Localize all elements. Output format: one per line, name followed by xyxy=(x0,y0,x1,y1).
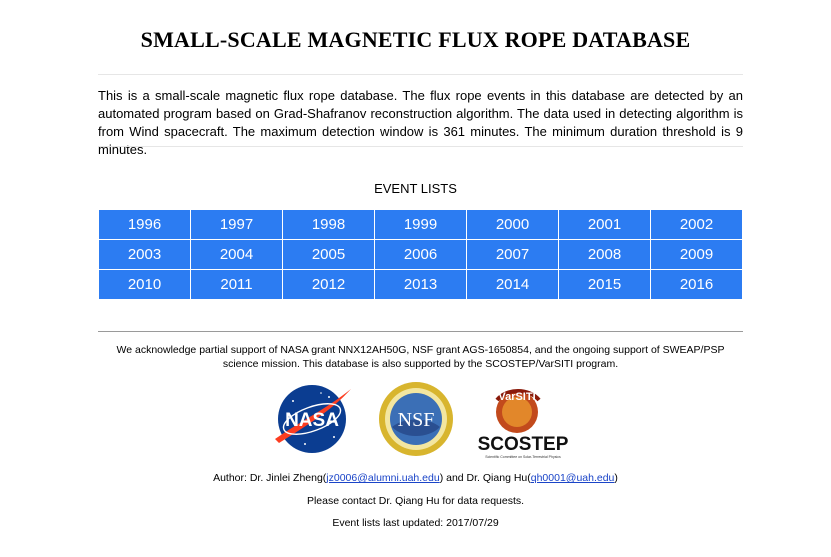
varsiti-logo-text: VarSITI xyxy=(498,391,535,403)
nsf-logo-text: NSF xyxy=(398,409,435,431)
divider-middle xyxy=(98,146,743,147)
event-lists-heading: EVENT LISTS xyxy=(374,181,457,196)
intro-paragraph: This is a small-scale magnetic flux rope… xyxy=(98,88,743,157)
year-link-2013[interactable]: 2013 xyxy=(375,270,466,299)
author-email-link-2[interactable]: qh0001@uah.edu xyxy=(530,472,615,484)
author-prefix: Author: Dr. Jinlei Zheng( xyxy=(213,472,327,484)
year-link-2015[interactable]: 2015 xyxy=(559,270,650,299)
author-suffix: ) xyxy=(614,472,618,484)
year-link-1998[interactable]: 1998 xyxy=(283,210,374,239)
logo-row: NASA NSF VarSITI SCOSTEP Scientific Comm… xyxy=(0,378,831,460)
year-link-2010[interactable]: 2010 xyxy=(99,270,190,299)
varsiti-scostep-logo: VarSITI SCOSTEP Scientific Committee on … xyxy=(478,389,569,459)
author-line: Author: Dr. Jinlei Zheng(jz0006@alumni.u… xyxy=(0,472,831,484)
author-email-link-1[interactable]: jz0006@alumni.uah.edu xyxy=(326,472,440,484)
year-link-2005[interactable]: 2005 xyxy=(283,240,374,269)
year-link-1999[interactable]: 1999 xyxy=(375,210,466,239)
event-lists-table: 1996 1997 1998 1999 2000 2001 2002 2003 2004 2005… xyxy=(99,210,742,299)
year-link-2002[interactable]: 2002 xyxy=(651,210,742,239)
year-link-1996[interactable]: 1996 xyxy=(99,210,190,239)
nasa-logo: NASA xyxy=(275,385,351,453)
acknowledgement-text: We acknowledge partial support of NASA g… xyxy=(116,344,725,370)
divider-top xyxy=(98,74,743,75)
author-middle: ) and Dr. Qiang Hu( xyxy=(439,472,531,484)
contact-text: Please contact Dr. Qiang Hu for data req… xyxy=(306,495,525,507)
year-link-2009[interactable]: 2009 xyxy=(651,240,742,269)
year-link-2008[interactable]: 2008 xyxy=(559,240,650,269)
year-link-2006[interactable]: 2006 xyxy=(375,240,466,269)
last-updated-text: Event lists last updated: 2017/07/29 xyxy=(332,517,499,529)
scostep-logo-subtitle: Scientific Committee on Solar-Terrestria… xyxy=(485,455,561,459)
year-link-2003[interactable]: 2003 xyxy=(99,240,190,269)
year-link-2000[interactable]: 2000 xyxy=(467,210,558,239)
divider-bottom xyxy=(98,331,743,332)
year-link-2012[interactable]: 2012 xyxy=(283,270,374,299)
nsf-logo: NSF xyxy=(379,382,453,456)
page-title: SMALL-SCALE MAGNETIC FLUX ROPE DATABASE xyxy=(140,27,691,52)
nasa-logo-text: NASA xyxy=(285,410,339,431)
year-link-2007[interactable]: 2007 xyxy=(467,240,558,269)
year-link-2004[interactable]: 2004 xyxy=(191,240,282,269)
scostep-logo-text: SCOSTEP xyxy=(478,434,569,455)
year-link-2016[interactable]: 2016 xyxy=(651,270,742,299)
year-link-2014[interactable]: 2014 xyxy=(467,270,558,299)
year-link-1997[interactable]: 1997 xyxy=(191,210,282,239)
year-link-2011[interactable]: 2011 xyxy=(191,270,282,299)
year-link-2001[interactable]: 2001 xyxy=(559,210,650,239)
